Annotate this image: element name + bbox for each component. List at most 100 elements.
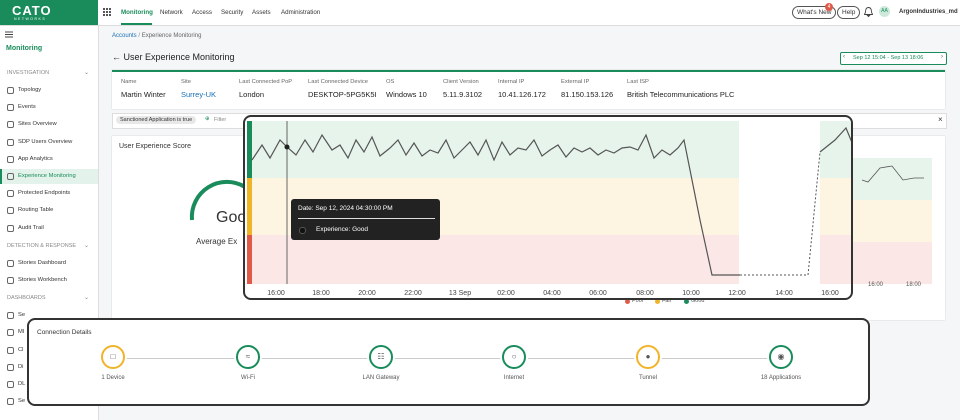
sidebar-item[interactable]: MI [18,329,25,336]
sidebar-icon [7,104,14,112]
sidebar-icon [7,381,14,388]
info-value[interactable]: Surrey-UK [181,90,217,99]
node[interactable]: ☷ [369,345,393,369]
prev[interactable]: ‹ [843,54,845,60]
info-value: London [239,90,265,99]
sidebar-item[interactable]: Sites Overview [18,121,57,128]
legend-label: Fair [662,298,672,304]
filter-input[interactable]: Filter [214,117,227,123]
node[interactable]: □ [101,345,125,369]
sidebar-item[interactable]: Se [18,398,26,405]
account[interactable]: ArgonIndustries_md [899,9,958,15]
breadcrumb: Accounts / Experience Monitoring [112,33,201,39]
node[interactable]: ≈ [236,345,260,369]
sidebar-item[interactable]: Audit Trail [18,224,44,231]
sidebar-item[interactable]: App Analytics [18,155,53,162]
x-label: 06:00 [589,290,607,297]
logo-box[interactable]: CATO NETWORKS [0,0,98,25]
chevron[interactable]: ⌄ [84,242,90,249]
filter-add[interactable]: ⊕ [205,116,210,122]
info-card [112,70,945,109]
node-label: Tunnel [638,375,658,381]
node[interactable]: ◉ [769,345,793,369]
sidebar-item[interactable]: SDP Users Overview [18,138,73,145]
date-text: Sep 12 15:04 - Sep 13 18:06 [853,55,924,61]
sidebar-item[interactable]: Di [18,363,24,370]
info-value: 81.150.153.126 [561,90,614,99]
info-value: British Telecommunications PLC [627,90,735,99]
filter-chip[interactable]: Sanctioned Application is true [116,116,197,124]
sidebar-item[interactable]: Stories Dashboard [18,259,67,266]
info-value: Windows 10 [386,90,427,99]
sidebar-item[interactable]: Topology [18,87,42,93]
cursor-dot [284,144,290,150]
x-label: 13 Sep [448,290,472,297]
title-text: User Experience Monitoring [123,52,235,62]
apps-icon[interactable] [103,8,112,17]
help[interactable]: Help [837,6,861,19]
x-label: 08:00 [636,290,654,297]
date-range[interactable]: ‹ Sep 12 15:04 - Sep 13 18:06 › [840,52,947,65]
nav-item[interactable]: Assets [252,9,271,16]
sidebar-item[interactable]: Stories Workbench [18,277,67,283]
sidebar-item[interactable]: Experience Monitoring [18,173,76,179]
sidebar-item[interactable]: Protected Endpoints [18,190,71,197]
chevron[interactable]: ⌄ [84,295,90,302]
nav-item[interactable]: Administration [281,9,321,16]
info-label: Last ISP [627,79,649,85]
x-label: 14:00 [775,290,793,297]
sidebar-section: Monitoring [6,45,43,52]
sidebar-item[interactable]: Events [18,104,36,111]
tooltip-date: Date: Sep 12, 2024 04:30:00 PM [298,205,393,212]
nav-item[interactable]: Access [192,9,212,16]
page-title: ← User Experience Monitoring [112,52,235,62]
sidebar-group[interactable]: INVESTIGATION [7,70,50,76]
bg-chart [852,158,932,284]
sidebar-group[interactable]: DASHBOARDS [7,295,46,302]
nav-item[interactable]: Network [160,9,183,16]
sidebar-icon [7,121,14,129]
x-label: 02:00 [497,290,515,297]
nav-item[interactable]: Monitoring [121,9,153,16]
node[interactable]: ○ [502,345,526,369]
sidebar-icon [7,87,14,94]
x-label: 16:00 [868,282,884,288]
legend-label: Poor [632,298,644,304]
x-label: 12:00 [728,290,746,297]
clear[interactable]: × [938,115,943,124]
x-label: 20:00 [358,290,376,297]
sidebar-item[interactable]: Se [18,312,26,319]
crumb: Experience Monitoring [141,33,202,39]
info-label: Internal IP [498,79,525,85]
crumb[interactable]: Accounts [112,33,137,39]
node-label: LAN Gateway [362,375,400,381]
sidebar-item[interactable]: Cl [18,346,24,353]
tooltip-dot [299,227,306,234]
sidebar-item[interactable]: Routing Table [18,207,54,214]
back-arrow[interactable]: ← [112,52,124,62]
gauge-caption: Average Ex [196,237,238,246]
legend-dot [625,299,630,304]
info-label: Last Connected PoP [239,79,293,85]
badge: 4 [825,3,833,11]
experience-line [819,126,851,153]
nav-item[interactable]: Security [221,9,244,16]
info-label: Last Connected Device [308,79,368,85]
avatar[interactable]: AA [879,6,890,17]
nav-underline [121,23,152,25]
chevron[interactable]: ⌄ [84,70,90,76]
tooltip: Date: Sep 12, 2024 04:30:00 PM Experienc… [291,199,440,240]
menu-icon[interactable] [5,31,13,38]
sidebar-icon [7,363,14,371]
logo: CATO [12,3,52,18]
bell[interactable] [864,7,873,17]
connection-panel: Connection Details [27,318,870,406]
sidebar-icon [7,207,14,215]
sidebar-group[interactable]: DETECTION & RESPONSE [7,242,77,249]
next[interactable]: › [941,54,943,60]
sidebar-icon [7,346,14,354]
crumb-sep: / [136,33,142,39]
sidebar-item[interactable]: DL [18,381,26,387]
node[interactable]: ● [636,345,660,369]
